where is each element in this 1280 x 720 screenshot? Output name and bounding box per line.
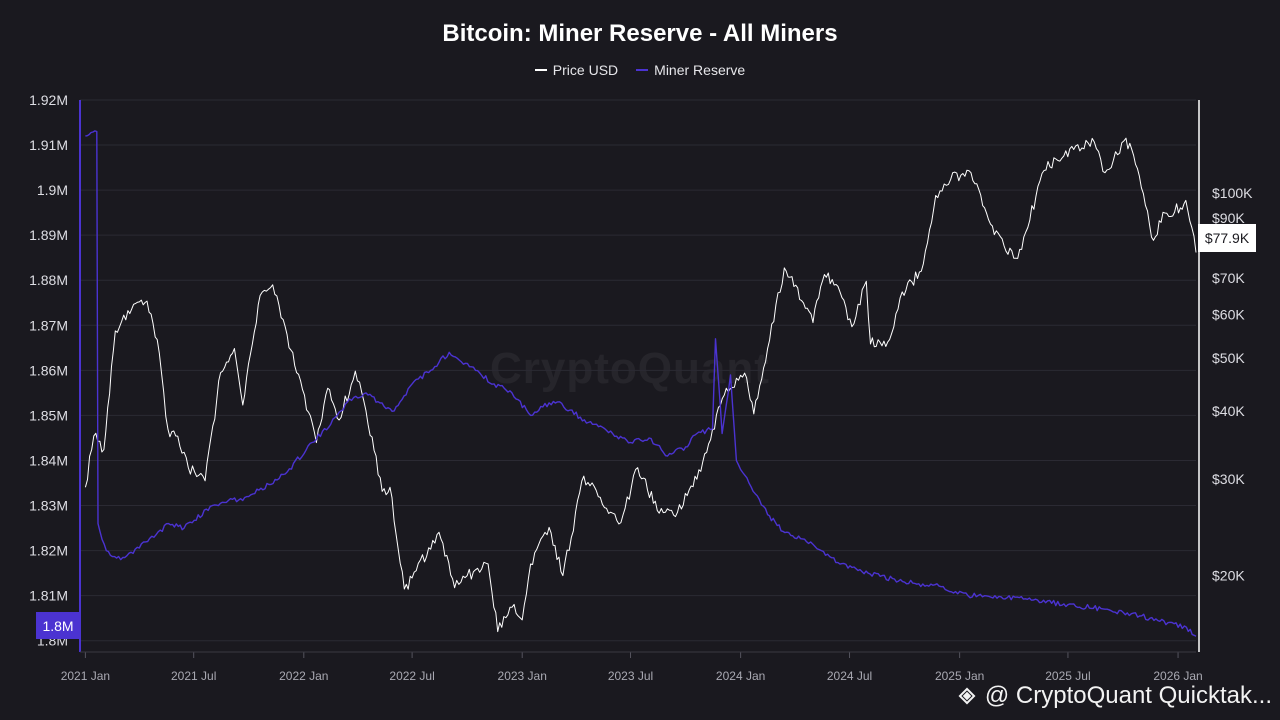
- y-left-tick-label: 1.82M: [29, 543, 68, 559]
- y-right-tick-label: $70K: [1212, 270, 1245, 286]
- watermark: CryptoQuant: [490, 344, 770, 393]
- y-right-tick-label: $50K: [1212, 350, 1245, 366]
- x-tick-label: 2021 Jul: [171, 669, 216, 683]
- y-left-tick-label: 1.85M: [29, 407, 68, 423]
- legend-label-price: Price USD: [552, 62, 619, 78]
- price-usd-line: [84, 137, 1197, 633]
- x-tick-label: 2023 Jan: [498, 669, 547, 683]
- x-tick-label: 2022 Jul: [389, 669, 434, 683]
- footer-credit[interactable]: @ CryptoQuant Quicktak...: [955, 682, 1272, 710]
- x-tick-label: 2021 Jan: [61, 669, 110, 683]
- x-tick-label: 2025 Jul: [1045, 669, 1090, 683]
- reserve-current-value-badge: 1.8M: [36, 612, 80, 639]
- y-right-tick-label: $20K: [1212, 568, 1245, 584]
- y-right-tick-label: $30K: [1212, 471, 1245, 487]
- legend-swatch-price: [534, 69, 547, 71]
- y-right-tick-label: $60K: [1212, 307, 1245, 323]
- y-left-tick-label: 1.87M: [29, 317, 68, 333]
- y-left-tick-label: 1.81M: [29, 588, 68, 604]
- price-current-value-badge: $77.9K: [1198, 224, 1256, 252]
- miner-reserve-line: [85, 130, 1197, 637]
- y-left-tick-label: 1.88M: [29, 272, 68, 288]
- footer-credit-text: @ CryptoQuant Quicktak...: [984, 682, 1272, 709]
- binance-square-icon: [958, 687, 976, 705]
- chart-title: Bitcoin: Miner Reserve - All Miners: [442, 20, 838, 47]
- x-tick-label: 2025 Jan: [935, 669, 984, 683]
- x-tick-label: 2022 Jan: [279, 669, 328, 683]
- y-left-tick-label: 1.91M: [29, 137, 68, 153]
- y-right-tick-label: $100K: [1212, 185, 1253, 201]
- y-right-tick-label: $90K: [1212, 210, 1245, 226]
- y-left-tick-label: 1.83M: [29, 498, 68, 514]
- legend-swatch-reserve: [636, 69, 649, 71]
- x-tick-label: 2024 Jan: [716, 669, 765, 683]
- legend-item-price[interactable]: Price USD: [534, 62, 619, 78]
- legend: Price USD Miner Reserve: [0, 62, 1280, 78]
- x-tick-label: 2023 Jul: [608, 669, 653, 683]
- y-left-tick-label: 1.86M: [29, 362, 68, 378]
- y-left-tick-label: 1.84M: [29, 452, 68, 468]
- legend-label-reserve: Miner Reserve: [654, 62, 746, 78]
- x-tick-label: 2024 Jul: [827, 669, 872, 683]
- x-tick-label: 2026 Jan: [1153, 669, 1202, 683]
- legend-item-reserve[interactable]: Miner Reserve: [636, 62, 745, 78]
- y-left-tick-label: 1.9M: [37, 182, 68, 198]
- y-left-tick-label: 1.92M: [29, 92, 68, 108]
- y-right-tick-label: $40K: [1212, 403, 1245, 419]
- y-left-tick-label: 1.89M: [29, 227, 68, 243]
